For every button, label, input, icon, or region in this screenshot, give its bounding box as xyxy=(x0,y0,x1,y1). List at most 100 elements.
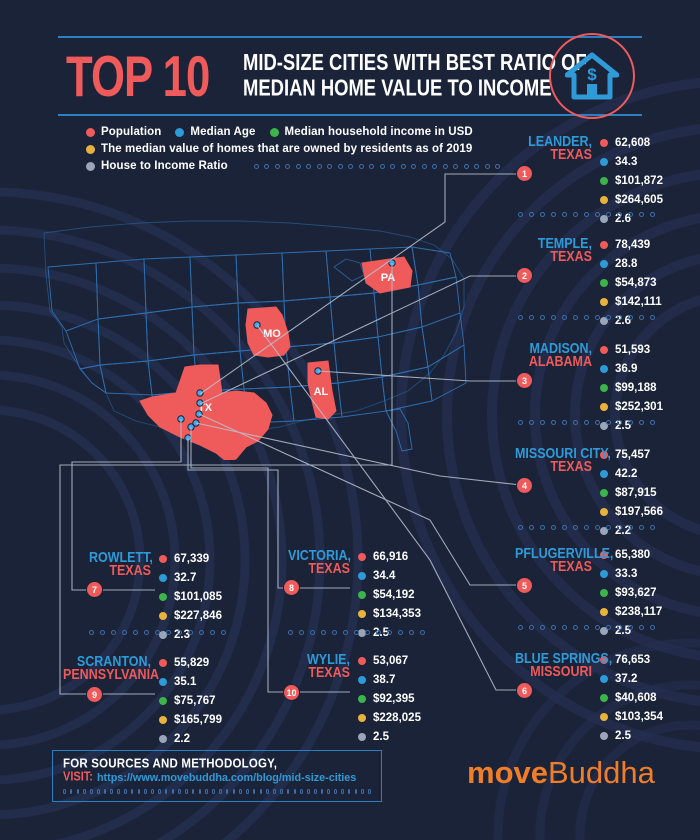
city-state: TEXAS xyxy=(308,663,350,681)
svg-text:MO: MO xyxy=(263,328,281,340)
city-state: TEXAS xyxy=(109,561,151,579)
city-card-8[interactable]: VICTORIA, TEXAS 66,916 34.4 $54,192 $134… xyxy=(288,547,421,642)
legend-dot-population xyxy=(86,127,95,137)
legend: Population Median Age Median household i… xyxy=(86,126,536,177)
stat-home-value: $142,111 xyxy=(600,292,662,311)
legend-label-ratio: House to Income Ratio xyxy=(101,160,228,172)
stat-population: 55,829 xyxy=(159,653,222,672)
stat-dot-population xyxy=(600,240,608,249)
stat-ratio: 2.5 xyxy=(600,621,662,640)
rank-badge-2[interactable]: 2 xyxy=(516,267,533,284)
svg-text:$: $ xyxy=(587,65,597,84)
state-pennsylvania: PA xyxy=(361,256,413,294)
movebuddha-logo[interactable]: moveBuddha xyxy=(467,757,655,788)
logo-move: move xyxy=(467,755,548,790)
city-card-9-names: SCRANTON, PENNSYLVANIA xyxy=(63,653,159,682)
stat-dot-ratio xyxy=(600,316,608,325)
city-name: VICTORIA, xyxy=(288,546,351,564)
rank-badge-4[interactable]: 4 xyxy=(516,477,533,494)
city-card-3-stats: 51,593 36.9 $99,188 $252,301 2.5 xyxy=(600,340,663,435)
legend-item-home-value: The median value of homes that are owned… xyxy=(86,143,472,155)
stat-population: 67,339 xyxy=(159,549,222,568)
stat-dot-median-age xyxy=(159,573,167,582)
city-card-2[interactable]: TEMPLE, TEXAS 78,439 28.8 $54,873 $142,1… xyxy=(527,235,662,330)
stat-dot-population xyxy=(358,552,366,561)
stat-dot-home-value xyxy=(358,713,366,722)
city-card-5-names: PFLUGERVILLE, TEXAS xyxy=(515,545,613,574)
stat-home-value: $252,301 xyxy=(600,397,663,416)
stat-dot-median-income xyxy=(358,694,366,703)
stat-median-age: 38.7 xyxy=(358,670,421,689)
legend-label-home-value: The median value of homes that are owned… xyxy=(101,143,473,155)
city-state: TEXAS xyxy=(550,247,592,265)
stat-dot-home-value xyxy=(600,402,608,411)
stat-dot-ratio xyxy=(600,421,608,430)
stat-dot-ratio xyxy=(159,734,167,743)
stat-value-home-value: $134,353 xyxy=(373,607,421,620)
stat-dot-median-age xyxy=(600,569,608,578)
rank-badge-3[interactable]: 3 xyxy=(516,372,533,389)
rank-badge-7[interactable]: 7 xyxy=(86,581,103,598)
rank-badge-9[interactable]: 9 xyxy=(86,686,103,703)
stat-ratio: 2.2 xyxy=(159,729,222,748)
city-card-10-stats: 53,067 38.7 $92,395 $228,025 2.5 xyxy=(358,651,421,746)
city-card-1-stats: 62,608 34.3 $101,872 $264,605 2.6 xyxy=(600,133,663,228)
stat-value-median-income: $99,188 xyxy=(615,381,657,394)
stat-value-ratio: 2.5 xyxy=(615,729,631,742)
stat-dot-ratio xyxy=(358,732,366,741)
stat-dot-median-income xyxy=(600,383,608,392)
stat-home-value: $228,025 xyxy=(358,708,421,727)
stat-value-home-value: $165,799 xyxy=(174,713,222,726)
legend-row-3: House to Income Ratio xyxy=(86,160,536,172)
rank-badge-5[interactable]: 5 xyxy=(516,577,533,594)
stat-dot-population xyxy=(600,345,608,354)
stat-dot-median-income xyxy=(600,693,608,702)
stat-dot-median-income xyxy=(159,696,167,705)
stat-value-median-income: $40,608 xyxy=(615,691,657,704)
map-marker-scranton xyxy=(388,259,396,267)
stat-value-median-age: 32.7 xyxy=(174,571,197,584)
stat-median-age: 32.7 xyxy=(159,568,222,587)
rank-badge-10[interactable]: 10 xyxy=(283,684,300,701)
sources-url-link[interactable]: https://www.movebuddha.com/blog/mid-size… xyxy=(96,772,357,784)
header-banner: TOP 10 MID-SIZE CITIES WITH BEST RATIO O… xyxy=(58,36,642,116)
stat-dot-population xyxy=(358,656,366,665)
rank-badge-1[interactable]: 1 xyxy=(516,165,533,182)
stat-dot-population xyxy=(159,554,167,563)
rank-badge-6[interactable]: 6 xyxy=(516,682,533,699)
city-card-6[interactable]: BLUE SPRINGS, MISSOURI 76,653 37.2 $40,6… xyxy=(515,650,663,745)
city-card-1[interactable]: LEANDER, TEXAS 62,608 34.3 $101,872 $264… xyxy=(527,133,663,228)
city-card-7[interactable]: ROWLETT, TEXAS 67,339 32.7 $101,085 $227… xyxy=(89,549,222,644)
city-card-10-names: WYLIE, TEXAS xyxy=(300,651,350,681)
stat-median-income: $54,192 xyxy=(358,585,421,604)
stat-dot-home-value xyxy=(358,609,366,618)
city-card-2-names: TEMPLE, TEXAS xyxy=(527,235,592,265)
stat-dot-home-value xyxy=(600,507,608,516)
stat-value-ratio: 2.2 xyxy=(174,732,190,745)
stat-value-ratio: 2.5 xyxy=(373,730,389,743)
city-card-5[interactable]: PFLUGERVILLE, TEXAS 65,380 33.3 $93,627 … xyxy=(515,545,662,640)
stat-value-population: 67,339 xyxy=(174,552,210,565)
stat-value-median-income: $101,085 xyxy=(174,590,222,603)
sources-url-row: VISIT: https://www.movebuddha.com/blog/m… xyxy=(63,770,371,784)
city-card-10[interactable]: WYLIE, TEXAS 53,067 38.7 $92,395 $228,02… xyxy=(300,651,421,746)
page-title: MID-SIZE CITIES WITH BEST RATIO OF MEDIA… xyxy=(243,50,587,102)
city-card-9[interactable]: SCRANTON, PENNSYLVANIA 55,829 35.1 $75,7… xyxy=(63,653,222,748)
city-name: LEANDER, xyxy=(528,132,592,150)
city-card-9-stats: 55,829 35.1 $75,767 $165,799 2.2 xyxy=(159,653,222,748)
stat-dot-home-value xyxy=(159,715,167,724)
stat-value-population: 75,457 xyxy=(615,448,651,461)
stat-value-population: 53,067 xyxy=(373,654,409,667)
city-card-3[interactable]: MADISON, ALABAMA 51,593 36.9 $99,188 $25… xyxy=(527,340,663,435)
stat-value-median-income: $92,395 xyxy=(373,692,415,705)
city-card-4[interactable]: MISSOURI CITY, TEXAS 75,457 42.2 $87,915… xyxy=(515,445,663,540)
rank-badge-8[interactable]: 8 xyxy=(283,579,300,596)
city-card-5-stats: 65,380 33.3 $93,627 $238,117 2.5 xyxy=(600,545,662,640)
stat-dot-median-age xyxy=(358,571,366,580)
stat-home-value: $227,846 xyxy=(159,606,222,625)
stat-value-ratio: 2.5 xyxy=(373,626,389,639)
stat-population: 65,380 xyxy=(600,545,662,564)
stat-dot-ratio xyxy=(159,630,167,639)
stat-ratio: 2.5 xyxy=(600,416,663,435)
